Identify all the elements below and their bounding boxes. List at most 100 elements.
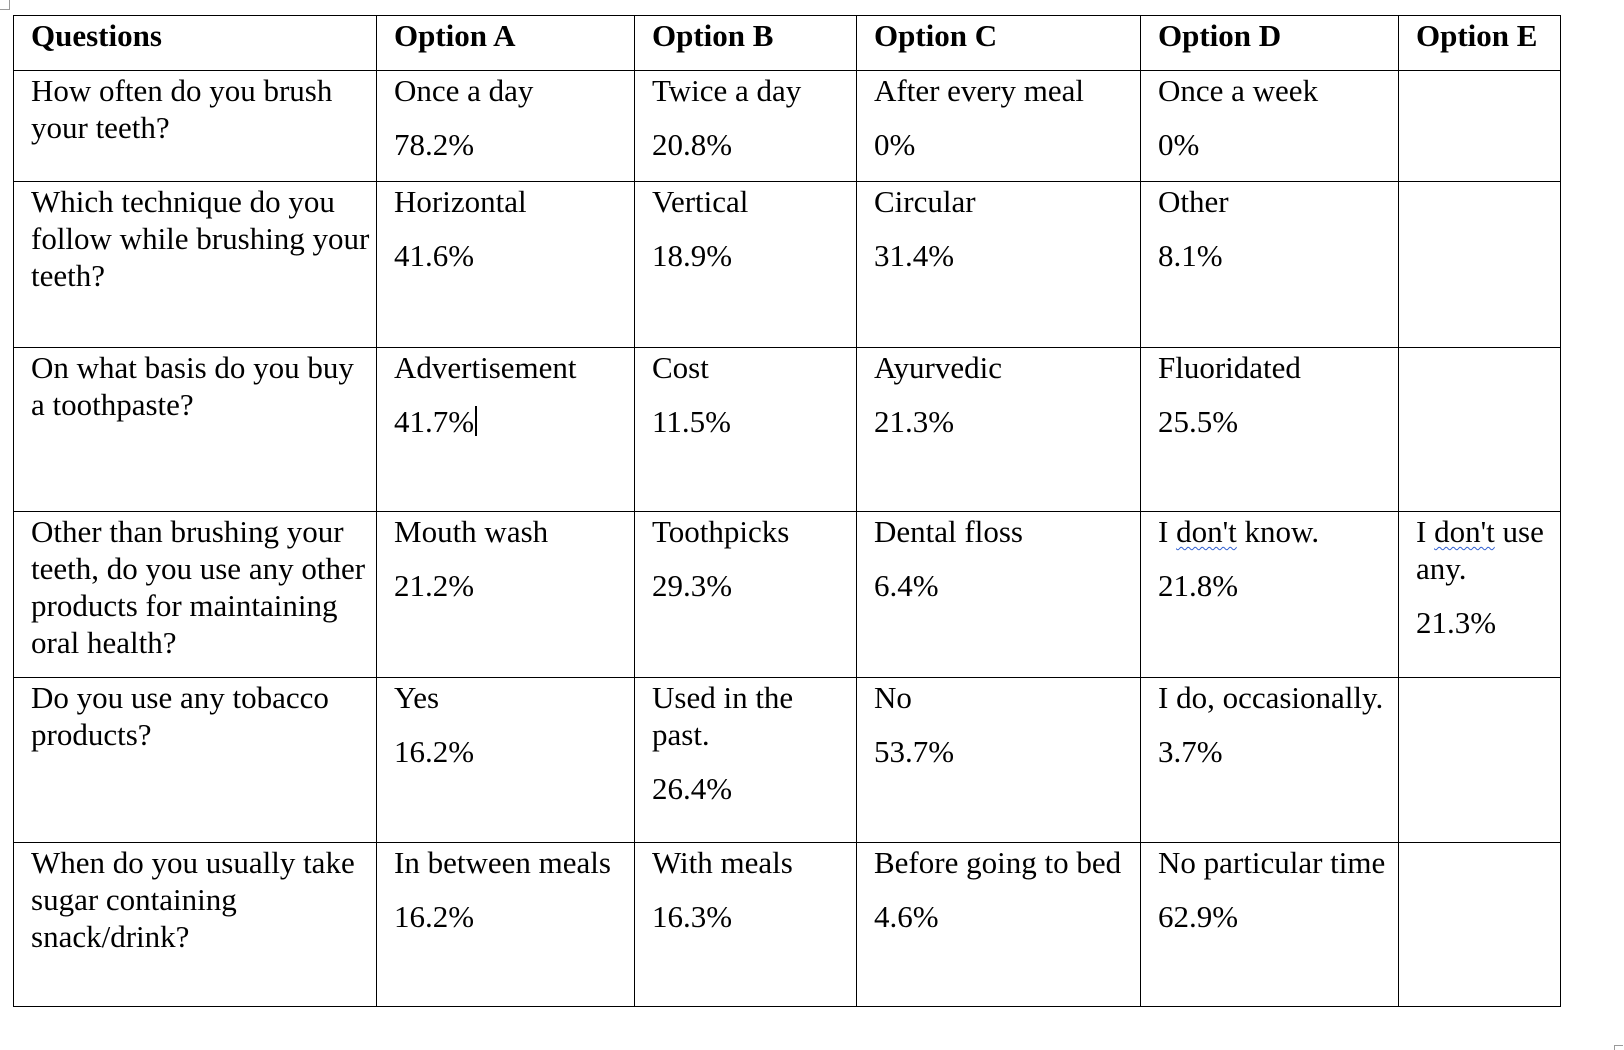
option-percent: 31.4% bbox=[874, 238, 955, 273]
question-cell[interactable]: When do you usually take sugar containin… bbox=[13, 842, 377, 1007]
spellcheck-flagged-word[interactable]: don't bbox=[1434, 514, 1495, 549]
option-cell[interactable]: Twice a day 20.8% bbox=[634, 70, 857, 182]
option-cell[interactable]: Dental floss 6.4% bbox=[856, 511, 1141, 678]
option-label: Used in the past. bbox=[652, 680, 794, 752]
option-cell[interactable]: Circular 31.4% bbox=[856, 181, 1141, 348]
table-resize-handle[interactable] bbox=[1614, 1045, 1623, 1050]
option-cell-empty[interactable] bbox=[1398, 347, 1561, 512]
spellcheck-flagged-word[interactable]: don't bbox=[1176, 514, 1237, 549]
option-percent: 41.6% bbox=[394, 238, 475, 273]
option-label: After every meal bbox=[874, 73, 1084, 108]
option-percent: 53.7% bbox=[874, 734, 955, 769]
option-percent: 29.3% bbox=[652, 568, 733, 603]
option-percent: 16.2% bbox=[394, 734, 475, 769]
option-cell[interactable]: I do, occasionally. 3.7% bbox=[1140, 677, 1399, 843]
header-option-b[interactable]: Option B bbox=[634, 15, 857, 71]
option-cell-empty[interactable] bbox=[1398, 181, 1561, 348]
option-percent: 18.9% bbox=[652, 238, 733, 273]
option-cell[interactable]: Other 8.1% bbox=[1140, 181, 1399, 348]
option-cell[interactable]: No particular time 62.9% bbox=[1140, 842, 1399, 1007]
option-percent: 78.2% bbox=[394, 127, 475, 162]
option-label: Before going to bed bbox=[874, 845, 1122, 880]
option-cell[interactable]: No 53.7% bbox=[856, 677, 1141, 843]
question-cell[interactable]: Other than brushing your teeth, do you u… bbox=[13, 511, 377, 678]
header-questions[interactable]: Questions bbox=[13, 15, 377, 71]
option-percent: 3.7% bbox=[1158, 734, 1223, 769]
option-cell[interactable]: Advertisement 41.7% bbox=[376, 347, 635, 512]
option-percent: 25.5% bbox=[1158, 404, 1239, 439]
option-label: Once a day bbox=[394, 73, 534, 108]
question-cell[interactable]: Which technique do you follow while brus… bbox=[13, 181, 377, 348]
option-percent-text: 41.7% bbox=[394, 404, 475, 439]
option-label: Yes bbox=[394, 680, 440, 715]
option-cell[interactable]: Fluoridated 25.5% bbox=[1140, 347, 1399, 512]
option-label: In between meals bbox=[394, 845, 611, 880]
survey-results-table: Questions Option A Option B Option C Opt… bbox=[13, 15, 1561, 1007]
option-cell[interactable]: After every meal 0% bbox=[856, 70, 1141, 182]
option-label: With meals bbox=[652, 845, 793, 880]
question-text: Other than brushing your teeth, do you u… bbox=[31, 514, 366, 660]
option-percent: 21.8% bbox=[1158, 568, 1239, 603]
option-cell[interactable]: Cost 11.5% bbox=[634, 347, 857, 512]
question-text: Which technique do you follow while brus… bbox=[31, 184, 370, 293]
option-label: Vertical bbox=[652, 184, 749, 219]
option-label: Mouth wash bbox=[394, 514, 549, 549]
option-cell[interactable]: With meals 16.3% bbox=[634, 842, 857, 1007]
option-cell[interactable]: Mouth wash 21.2% bbox=[376, 511, 635, 678]
question-cell[interactable]: How often do you brush your teeth? bbox=[13, 70, 377, 182]
option-label: Fluoridated bbox=[1158, 350, 1301, 385]
table-row: Other than brushing your teeth, do you u… bbox=[13, 511, 1561, 678]
option-label: Horizontal bbox=[394, 184, 527, 219]
question-text: How often do you brush your teeth? bbox=[31, 73, 333, 145]
header-option-e[interactable]: Option E bbox=[1398, 15, 1561, 71]
option-percent: 41.7% bbox=[394, 403, 628, 440]
option-cell[interactable]: Used in the past. 26.4% bbox=[634, 677, 857, 843]
option-label: Twice a day bbox=[652, 73, 802, 108]
option-label: Advertisement bbox=[394, 350, 577, 385]
option-cell[interactable]: In between meals 16.2% bbox=[376, 842, 635, 1007]
option-label: No bbox=[874, 680, 912, 715]
option-percent: 21.3% bbox=[874, 404, 955, 439]
option-cell[interactable]: Yes 16.2% bbox=[376, 677, 635, 843]
option-percent: 11.5% bbox=[652, 404, 731, 439]
question-cell[interactable]: On what basis do you buy a toothpaste? bbox=[13, 347, 377, 512]
table-row: Do you use any tobacco products? Yes 16.2… bbox=[13, 677, 1561, 843]
option-cell[interactable]: Toothpicks 29.3% bbox=[634, 511, 857, 678]
table-row: How often do you brush your teeth? Once … bbox=[13, 70, 1561, 182]
option-cell-empty[interactable] bbox=[1398, 70, 1561, 182]
option-cell[interactable]: Horizontal 41.6% bbox=[376, 181, 635, 348]
option-percent: 21.2% bbox=[394, 568, 475, 603]
option-cell[interactable]: Vertical 18.9% bbox=[634, 181, 857, 348]
option-label: Ayurvedic bbox=[874, 350, 1002, 385]
option-label: I don't use any. bbox=[1416, 514, 1544, 586]
option-label: Toothpicks bbox=[652, 514, 790, 549]
option-percent: 4.6% bbox=[874, 899, 939, 934]
option-percent: 0% bbox=[1158, 127, 1200, 162]
option-label: Cost bbox=[652, 350, 709, 385]
header-option-a[interactable]: Option A bbox=[376, 15, 635, 71]
option-label: Circular bbox=[874, 184, 976, 219]
option-cell-empty[interactable] bbox=[1398, 677, 1561, 843]
header-option-c[interactable]: Option C bbox=[856, 15, 1141, 71]
option-percent: 8.1% bbox=[1158, 238, 1223, 273]
table-row: Which technique do you follow while brus… bbox=[13, 181, 1561, 348]
option-label: Once a week bbox=[1158, 73, 1319, 108]
question-cell[interactable]: Do you use any tobacco products? bbox=[13, 677, 377, 843]
option-label: No particular time bbox=[1158, 845, 1386, 880]
option-percent: 6.4% bbox=[874, 568, 939, 603]
table-row: On what basis do you buy a toothpaste? A… bbox=[13, 347, 1561, 512]
option-percent: 62.9% bbox=[1158, 899, 1239, 934]
option-label: I do, occasionally. bbox=[1158, 680, 1384, 715]
option-cell[interactable]: Once a week 0% bbox=[1140, 70, 1399, 182]
option-label: Other bbox=[1158, 184, 1229, 219]
option-percent: 0% bbox=[874, 127, 916, 162]
question-text: On what basis do you buy a toothpaste? bbox=[31, 350, 354, 422]
option-cell[interactable]: Ayurvedic 21.3% bbox=[856, 347, 1141, 512]
option-cell[interactable]: Once a day 78.2% bbox=[376, 70, 635, 182]
option-cell[interactable]: I don't use any. 21.3% bbox=[1398, 511, 1561, 678]
header-option-d[interactable]: Option D bbox=[1140, 15, 1399, 71]
option-cell[interactable]: I don't know. 21.8% bbox=[1140, 511, 1399, 678]
option-label: I don't know. bbox=[1158, 514, 1320, 549]
option-cell[interactable]: Before going to bed 4.6% bbox=[856, 842, 1141, 1007]
option-cell-empty[interactable] bbox=[1398, 842, 1561, 1007]
